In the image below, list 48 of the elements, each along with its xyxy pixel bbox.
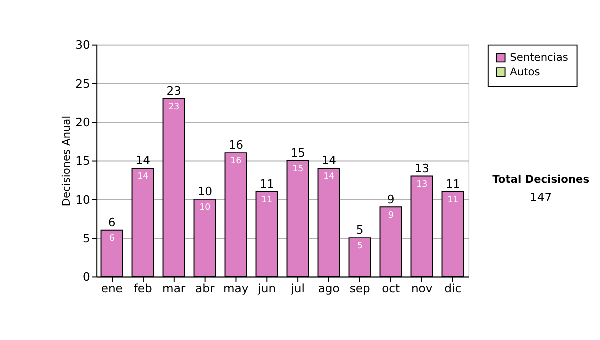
data-label: 14 — [324, 172, 336, 182]
total-label: 14 — [136, 154, 150, 168]
data-label: 15 — [292, 164, 304, 174]
data-label: 5 — [357, 242, 363, 252]
x-tick-label: ago — [318, 282, 340, 296]
data-label: 11 — [262, 195, 273, 206]
y-tick-label: 5 — [82, 231, 90, 246]
y-tick-label: 0 — [82, 270, 90, 284]
legend-label: Autos — [510, 65, 541, 78]
x-tick-label: jul — [290, 282, 305, 296]
x-tick-label: dic — [444, 282, 462, 296]
data-label: 14 — [138, 172, 150, 182]
y-tick-label: 25 — [76, 76, 90, 91]
x-tick-label: feb — [134, 282, 152, 296]
y-tick-label: 30 — [76, 38, 90, 52]
total-label: 9 — [387, 192, 395, 206]
total-label: 23 — [166, 84, 182, 98]
y-axis-title: Decisiones Anual — [60, 116, 73, 207]
data-label: 10 — [200, 203, 211, 214]
x-tick-label: ene — [101, 282, 123, 296]
data-label: 23 — [168, 102, 180, 113]
total-label: 5 — [356, 223, 364, 238]
total-label: 14 — [322, 154, 336, 168]
legend-label: Sentencias — [510, 50, 569, 64]
y-tick-label: 20 — [76, 115, 90, 130]
x-tick-label: oct — [382, 282, 401, 296]
x-tick-label: nov — [411, 282, 433, 296]
x-tick-label: sep — [350, 282, 370, 296]
y-tick-label: 10 — [76, 192, 90, 207]
text: 147 — [530, 190, 552, 204]
x-tick-label: abr — [196, 282, 215, 296]
data-label: 16 — [230, 156, 242, 167]
total-label: 11 — [446, 176, 460, 191]
y-tick-label: 15 — [76, 154, 90, 168]
data-label: 6 — [109, 234, 115, 244]
data-label: 11 — [448, 195, 459, 206]
total-label: 11 — [260, 176, 274, 191]
x-tick-label: jun — [257, 282, 276, 296]
data-label: 9 — [388, 210, 394, 221]
x-tick-label: mar — [162, 282, 186, 296]
total-label: 16 — [228, 138, 244, 152]
data-label: 13 — [416, 180, 428, 190]
total-label: 13 — [414, 161, 430, 176]
text: Total Decisiones — [492, 173, 590, 186]
total-label: 6 — [108, 215, 116, 230]
x-tick-label: may — [223, 282, 249, 296]
total-label: 15 — [290, 146, 306, 160]
total-label: 10 — [198, 184, 212, 199]
